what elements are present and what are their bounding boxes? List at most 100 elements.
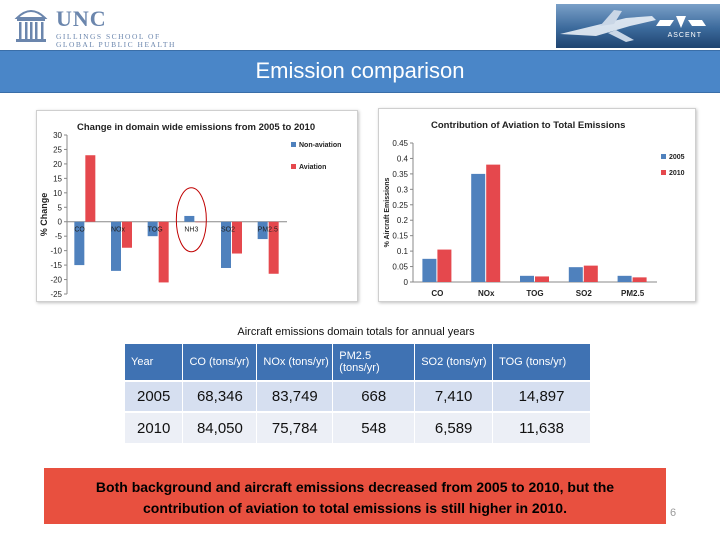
bar-2010-so2 bbox=[583, 265, 598, 282]
x-tick-label: PM2.5 bbox=[621, 289, 645, 298]
table-row: 2010 84,050 75,784 548 6,589 11,638 bbox=[125, 411, 591, 443]
y-tick-label: 0.05 bbox=[392, 263, 408, 272]
bar-non-aviation-nh3 bbox=[184, 215, 195, 222]
bar-non-aviation-so2 bbox=[221, 221, 231, 268]
table-cell-year: 2005 bbox=[125, 380, 184, 412]
y-tick-label: 20 bbox=[53, 160, 62, 169]
bar-2010-tog bbox=[535, 276, 549, 282]
y-tick-label: -20 bbox=[50, 276, 62, 285]
y-tick-label: 25 bbox=[53, 145, 62, 154]
y-tick-label: -10 bbox=[50, 247, 62, 256]
highlight-circle bbox=[175, 187, 207, 253]
x-tick-label: NOx bbox=[111, 227, 126, 234]
table-header-year: Year bbox=[125, 344, 184, 381]
summary-callout: Both background and aircraft emissions d… bbox=[44, 468, 666, 524]
y-tick-label: 0.4 bbox=[397, 154, 409, 163]
y-tick-label: 0.2 bbox=[397, 216, 409, 225]
bar-2005-co bbox=[422, 258, 437, 282]
x-tick-label: SO2 bbox=[576, 289, 593, 298]
summary-text: Both background and aircraft emissions d… bbox=[95, 479, 615, 516]
table-cell: 6,589 bbox=[414, 411, 494, 443]
chart-title: Contribution of Aviation to Total Emissi… bbox=[431, 120, 625, 131]
chart-title: Change in domain wide emissions from 200… bbox=[77, 122, 315, 133]
y-tick-label: 0.3 bbox=[397, 185, 409, 194]
x-tick-label: CO bbox=[431, 289, 443, 298]
y-tick-label: 10 bbox=[53, 189, 62, 198]
legend-label: Aviation bbox=[299, 164, 326, 171]
bar-non-aviation-tog bbox=[147, 221, 158, 237]
table-header-pm25: PM2.5 (tons/yr) bbox=[332, 344, 416, 381]
legend-swatch bbox=[661, 170, 666, 175]
table-cell: 7,410 bbox=[414, 380, 494, 412]
title-bar: Emission comparison bbox=[0, 50, 720, 93]
contribution-chart: Contribution of Aviation to Total Emissi… bbox=[384, 120, 685, 298]
logo-main-text: UNC bbox=[56, 6, 107, 31]
y-tick-label: 0.15 bbox=[392, 232, 408, 241]
y-tick-label: 0.45 bbox=[392, 139, 408, 148]
x-tick-label: NOx bbox=[478, 289, 495, 298]
table-cell: 68,346 bbox=[182, 380, 258, 412]
x-tick-label: CO bbox=[74, 227, 85, 234]
change-chart-panel: Change in domain wide emissions from 200… bbox=[36, 110, 358, 302]
contribution-chart-panel: Contribution of Aviation to Total Emissi… bbox=[378, 108, 696, 302]
y-tick-label: 5 bbox=[58, 203, 63, 212]
table-cell: 83,749 bbox=[256, 380, 334, 412]
y-tick-label: -5 bbox=[55, 232, 63, 241]
legend-swatch bbox=[661, 154, 666, 159]
table-cell: 75,784 bbox=[256, 411, 334, 443]
x-tick-label: PM2.5 bbox=[258, 227, 278, 234]
legend-label: 2010 bbox=[669, 170, 685, 177]
y-tick-label: 30 bbox=[53, 131, 62, 140]
logo-sub-text-1: GILLINGS SCHOOL OF bbox=[56, 32, 161, 41]
x-tick-label: TOG bbox=[148, 227, 163, 234]
y-tick-label: -25 bbox=[50, 290, 62, 299]
table-header-so2: SO2 (tons/yr) bbox=[414, 344, 494, 381]
ascent-logo-text: ASCENT bbox=[667, 32, 702, 39]
unc-logo: UNC GILLINGS SCHOOL OF GLOBAL PUBLIC HEA… bbox=[14, 6, 176, 49]
bar-non-aviation-nox bbox=[111, 221, 121, 271]
page-title: Emission comparison bbox=[255, 58, 465, 83]
y-tick-label: 0 bbox=[404, 278, 409, 287]
y-tick-label: -15 bbox=[50, 261, 62, 270]
x-tick-label: SO2 bbox=[221, 227, 235, 234]
x-tick-label: TOG bbox=[526, 289, 543, 298]
change-chart: Change in domain wide emissions from 200… bbox=[39, 122, 341, 299]
y-tick-label: 0.25 bbox=[392, 201, 408, 210]
legend-label: 2005 bbox=[669, 154, 685, 161]
table-cell: 14,897 bbox=[492, 380, 591, 412]
y-axis-label: % Change bbox=[39, 193, 49, 237]
bar-2005-so2 bbox=[568, 267, 583, 282]
bar-aviation-so2 bbox=[232, 221, 242, 254]
table-cell: 84,050 bbox=[182, 411, 258, 443]
table-row: 2005 68,346 83,749 668 7,410 14,897 bbox=[125, 380, 591, 412]
bar-aviation-pm2.5 bbox=[268, 221, 279, 274]
bar-aviation-nh3 bbox=[195, 221, 206, 223]
emissions-table: Year CO (tons/yr) NOx (tons/yr) PM2.5 (t… bbox=[125, 344, 591, 443]
table-cell-year: 2010 bbox=[125, 411, 184, 443]
bar-aviation-tog bbox=[158, 221, 169, 283]
table-header-tog: TOG (tons/yr) bbox=[492, 344, 591, 381]
page-number: 6 bbox=[670, 507, 677, 519]
bar-2005-nox bbox=[471, 173, 486, 282]
logo-sub-text-2: GLOBAL PUBLIC HEALTH bbox=[56, 40, 176, 49]
x-tick-label: NH3 bbox=[184, 227, 198, 234]
bar-2010-co bbox=[437, 249, 452, 282]
bar-aviation-nox bbox=[122, 221, 132, 248]
table-header-nox: NOx (tons/yr) bbox=[256, 344, 334, 381]
table-header-row: Year CO (tons/yr) NOx (tons/yr) PM2.5 (t… bbox=[125, 344, 591, 381]
bar-2010-nox bbox=[486, 164, 501, 282]
bar-2005-pm2.5 bbox=[617, 275, 632, 282]
legend-label: Non-aviation bbox=[299, 142, 341, 149]
table-header-co: CO (tons/yr) bbox=[182, 344, 258, 381]
table-cell: 11,638 bbox=[492, 411, 591, 443]
table-cell: 668 bbox=[332, 380, 416, 412]
y-tick-label: 0.35 bbox=[392, 170, 408, 179]
legend-swatch bbox=[291, 142, 296, 147]
table-caption: Aircraft emissions domain totals for ann… bbox=[237, 326, 475, 338]
airplane-icon bbox=[560, 10, 706, 42]
bar-2010-pm2.5 bbox=[632, 277, 647, 282]
y-tick-label: 0 bbox=[58, 218, 63, 227]
ascent-logo: ASCENT bbox=[556, 4, 720, 48]
legend-swatch bbox=[291, 164, 296, 169]
